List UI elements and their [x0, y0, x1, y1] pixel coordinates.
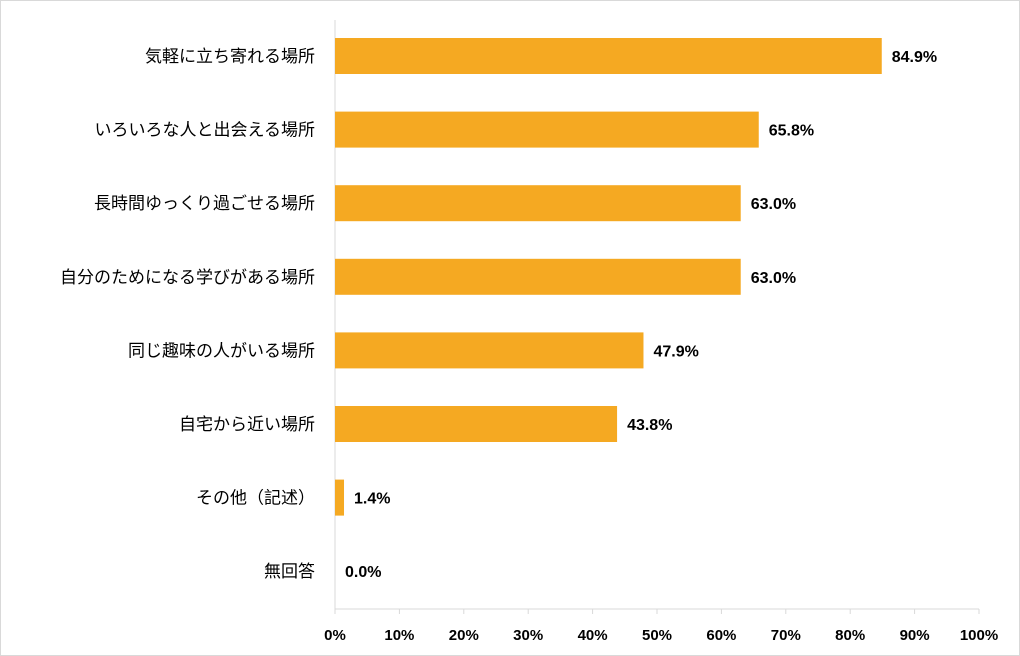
category-label: 自分のためになる学びがある場所 [60, 268, 315, 288]
value-label: 47.9% [653, 343, 698, 360]
category-label: 自宅から近い場所 [179, 415, 315, 435]
x-tick-label: 30% [513, 627, 543, 644]
x-tick-label: 60% [706, 627, 736, 644]
bar [335, 38, 882, 74]
bar [335, 258, 741, 295]
value-label: 1.4% [354, 491, 390, 508]
value-label: 63.0% [751, 270, 796, 287]
bar [335, 406, 618, 442]
x-tick-label: 90% [900, 627, 930, 644]
category-label: 長時間ゆっくり過ごせる場所 [94, 194, 315, 214]
category-label: 無回答 [264, 562, 315, 582]
value-label: 0.0% [345, 564, 381, 581]
x-tick-label: 10% [384, 627, 414, 644]
category-label: 同じ趣味の人がいる場所 [128, 341, 315, 361]
value-label: 63.0% [751, 196, 796, 213]
category-label: 気軽に立ち寄れる場所 [145, 47, 315, 67]
x-tick-label: 40% [578, 627, 608, 644]
value-label: 65.8% [769, 123, 814, 140]
x-tick-label: 100% [960, 627, 998, 644]
value-label: 84.9% [892, 49, 937, 66]
bar [335, 111, 759, 148]
category-label: いろいろな人と出会える場所 [95, 121, 316, 141]
x-tick-label: 20% [449, 627, 479, 644]
bar [335, 332, 644, 369]
x-tick-label: 0% [324, 627, 346, 644]
category-label: その他（記述） [196, 489, 315, 509]
x-tick-label: 70% [771, 627, 801, 644]
value-label: 43.8% [627, 417, 672, 434]
x-tick-label: 80% [835, 627, 865, 644]
x-tick-label: 50% [642, 627, 672, 644]
bar [335, 479, 345, 516]
bar [335, 185, 741, 222]
